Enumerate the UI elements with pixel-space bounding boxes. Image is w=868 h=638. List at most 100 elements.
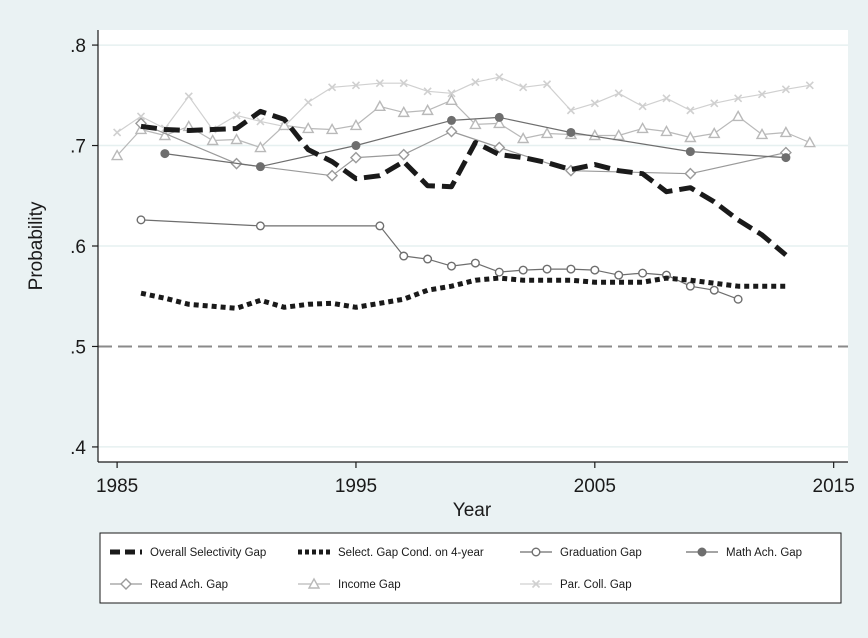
- data-point: [399, 251, 409, 261]
- data-point: [733, 294, 743, 304]
- data-point: [731, 109, 745, 122]
- data-point: [469, 117, 482, 130]
- legend-box: [99, 532, 842, 604]
- data-point: [638, 102, 647, 111]
- data-point: [304, 98, 313, 107]
- data-point: [206, 134, 219, 146]
- data-point: [136, 215, 146, 225]
- data-point: [160, 149, 170, 159]
- series-2: [136, 215, 743, 304]
- data-point: [494, 112, 504, 122]
- data-point: [685, 281, 695, 291]
- data-point: [349, 119, 363, 131]
- data-point: [614, 89, 623, 98]
- data-point: [614, 270, 624, 280]
- data-point: [375, 79, 384, 88]
- data-point: [255, 162, 265, 172]
- y-axis-title: Probability: [26, 201, 47, 290]
- data-point: [519, 83, 528, 92]
- data-point: [734, 94, 743, 103]
- y-tick-label: .4: [70, 438, 86, 459]
- legend-label: Graduation Gap: [560, 547, 642, 559]
- data-point: [113, 128, 122, 137]
- data-point: [757, 90, 767, 99]
- data-point: [566, 106, 575, 115]
- data-point: [708, 127, 721, 139]
- data-point: [423, 254, 433, 264]
- data-point: [232, 111, 241, 120]
- data-point: [636, 122, 649, 134]
- data-point: [375, 221, 385, 231]
- data-point: [638, 268, 648, 278]
- data-point: [710, 99, 719, 108]
- legend-label: Income Gap: [338, 579, 401, 591]
- legend-item: Par. Coll. Gap: [520, 579, 632, 591]
- y-tick-label: .8: [70, 36, 86, 57]
- data-point: [110, 149, 124, 161]
- data-point: [686, 106, 695, 115]
- data-point: [255, 221, 265, 231]
- data-point: [542, 80, 552, 89]
- legend-label: Overall Selectivity Gap: [150, 547, 266, 559]
- data-point: [781, 85, 790, 94]
- data-point: [684, 131, 697, 143]
- data-point: [421, 103, 434, 116]
- legend-item: Read Ach. Gap: [110, 578, 228, 591]
- data-point: [445, 125, 458, 138]
- data-point: [493, 116, 506, 129]
- y-tick-label: .5: [70, 337, 86, 358]
- data-point: [184, 92, 193, 101]
- series-1: [140, 275, 786, 311]
- data-point: [397, 148, 410, 161]
- data-point: [805, 81, 814, 90]
- data-point: [423, 87, 432, 96]
- data-point: [542, 264, 552, 274]
- data-point: [684, 167, 697, 180]
- series-6: [113, 73, 814, 137]
- series-line: [116, 76, 810, 133]
- data-point: [302, 122, 315, 134]
- data-point: [349, 151, 362, 164]
- series-4: [135, 117, 792, 182]
- data-point: [445, 93, 458, 106]
- legend-item: Overall Selectivity Gap: [110, 547, 266, 559]
- data-point: [755, 128, 769, 140]
- data-point: [230, 133, 243, 145]
- legend-marker: [531, 579, 541, 589]
- data-point: [709, 285, 719, 295]
- data-point: [470, 258, 480, 268]
- legend-marker: [697, 547, 707, 557]
- data-point: [803, 136, 816, 148]
- data-point: [590, 265, 600, 275]
- data-point: [660, 125, 673, 137]
- series-5: [110, 93, 816, 161]
- x-axis-title: Year: [453, 500, 492, 521]
- data-point: [494, 267, 504, 277]
- legend-marker: [120, 578, 132, 590]
- x-tick-label: 1985: [96, 476, 138, 497]
- data-point: [566, 264, 576, 274]
- data-point: [256, 117, 265, 126]
- x-tick-label: 1995: [335, 476, 377, 497]
- data-point: [516, 132, 530, 144]
- data-point: [278, 119, 291, 131]
- data-point: [399, 79, 408, 88]
- legend-item: Select. Gap Cond. on 4-year: [298, 547, 484, 559]
- legend-item: Graduation Gap: [520, 547, 642, 559]
- x-tick-label: 2015: [813, 476, 855, 497]
- data-point: [328, 83, 337, 92]
- legend-label: Math Ach. Gap: [726, 547, 802, 559]
- legend-marker: [531, 547, 541, 557]
- data-point: [326, 169, 339, 182]
- data-point: [612, 129, 625, 141]
- legend-label: Read Ach. Gap: [150, 579, 228, 591]
- data-point: [471, 78, 480, 87]
- data-point: [590, 99, 599, 108]
- axes: .4 .5 .6 .7 .8 1985 1995 2005 2015: [70, 30, 855, 497]
- data-point: [325, 123, 339, 135]
- data-point: [447, 115, 457, 125]
- data-point: [447, 261, 457, 271]
- series-line: [140, 275, 786, 311]
- data-point: [254, 141, 267, 153]
